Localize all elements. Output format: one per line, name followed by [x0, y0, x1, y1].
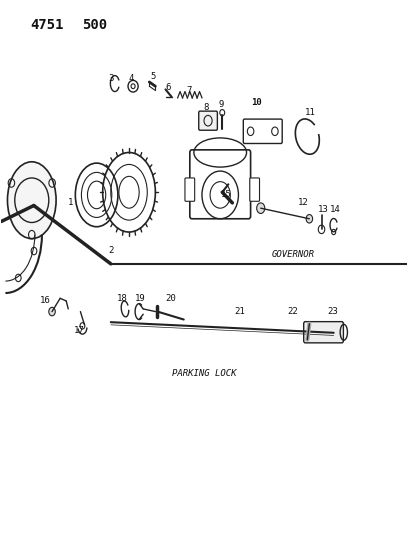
Text: 7: 7	[186, 86, 192, 95]
Text: 18: 18	[117, 294, 128, 303]
Text: PARKING LOCK: PARKING LOCK	[172, 369, 236, 378]
Text: 16: 16	[40, 296, 51, 305]
FancyBboxPatch shape	[250, 178, 259, 201]
Text: 21: 21	[234, 307, 245, 316]
Text: 17: 17	[74, 326, 84, 335]
Text: 1: 1	[68, 198, 73, 207]
Text: 11: 11	[305, 108, 315, 117]
Circle shape	[306, 215, 313, 223]
Text: 500: 500	[82, 18, 108, 33]
Text: GOVERNOR: GOVERNOR	[272, 249, 315, 259]
Text: 2: 2	[108, 246, 113, 255]
Ellipse shape	[7, 162, 56, 239]
Text: 3: 3	[108, 74, 113, 83]
FancyBboxPatch shape	[304, 321, 344, 343]
Text: 20: 20	[165, 294, 176, 303]
Text: 5: 5	[151, 72, 156, 81]
Text: 19: 19	[135, 294, 145, 303]
Text: 15: 15	[221, 190, 232, 199]
Text: 14: 14	[330, 205, 341, 214]
Text: 23: 23	[328, 307, 338, 316]
Text: 13: 13	[318, 205, 329, 214]
Circle shape	[49, 308, 55, 316]
Text: 4: 4	[129, 74, 134, 83]
Text: 9: 9	[218, 100, 224, 109]
Text: 4751: 4751	[30, 18, 63, 33]
Text: 8: 8	[203, 103, 209, 112]
Text: 12: 12	[298, 198, 309, 207]
Text: 22: 22	[287, 307, 298, 316]
Text: 6: 6	[166, 83, 171, 92]
FancyBboxPatch shape	[199, 111, 217, 130]
Text: 10: 10	[251, 98, 262, 107]
Circle shape	[257, 203, 265, 214]
FancyBboxPatch shape	[243, 119, 282, 143]
FancyBboxPatch shape	[185, 178, 195, 201]
